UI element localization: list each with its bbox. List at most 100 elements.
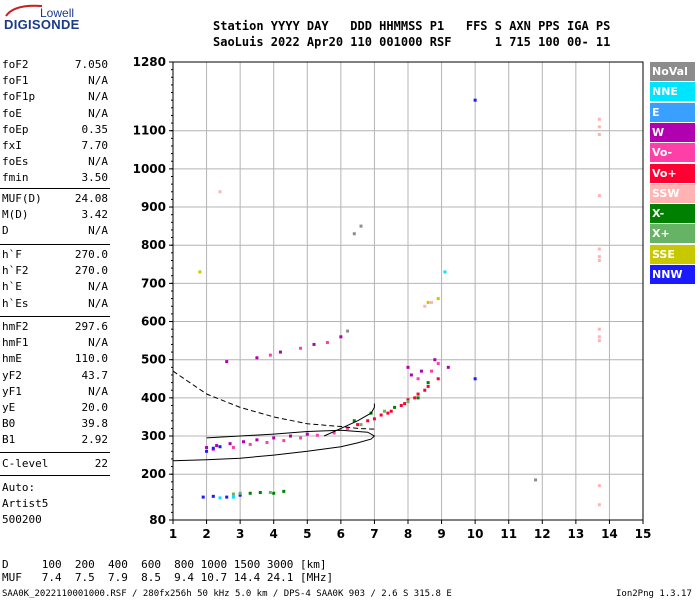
param-row: B0 39.8 [2, 417, 108, 433]
legend-item: X+ [650, 224, 695, 244]
data-point [597, 194, 601, 198]
data-point [379, 413, 383, 417]
param-row: MUF(D) 24.08 [2, 192, 108, 208]
data-point [433, 358, 437, 362]
data-point [211, 446, 215, 450]
param-row: foF1 N/A [2, 74, 108, 90]
param-row: fmin 3.50 [2, 171, 108, 187]
data-point [403, 402, 407, 406]
param-value: 270.0 [74, 264, 108, 278]
param-name: yE [2, 401, 16, 414]
param-value: 2.92 [81, 433, 109, 447]
param-name: B1 [2, 433, 16, 447]
param-value: 20.0 [81, 401, 109, 414]
param-name: M(D) [2, 208, 29, 222]
param-value: N/A [88, 280, 108, 294]
y-tick-label: 900 [141, 200, 166, 214]
data-point [423, 304, 427, 308]
data-point [339, 335, 343, 339]
data-point [218, 190, 222, 194]
data-point [272, 491, 276, 495]
param-name: hmF2 [2, 320, 29, 333]
data-point [359, 423, 363, 427]
data-point [406, 365, 410, 369]
param-row: foEs N/A [2, 155, 108, 171]
data-point [597, 117, 601, 121]
data-point [218, 496, 222, 500]
data-point [205, 449, 209, 453]
data-point [416, 392, 420, 396]
data-point [231, 492, 235, 496]
muf-row: MUF 7.4 7.5 7.9 8.5 9.4 10.7 14.4 24.1 [… [2, 571, 334, 584]
data-point [278, 350, 282, 354]
data-point [218, 445, 222, 449]
data-point [268, 353, 272, 357]
data-point [325, 341, 329, 345]
plot-curves [172, 370, 376, 462]
data-point [312, 342, 316, 346]
x-tick-label: 9 [437, 527, 445, 541]
x-tick-label: 10 [467, 527, 484, 541]
data-point [205, 445, 209, 449]
data-point [248, 491, 252, 495]
panel-separator [0, 316, 110, 317]
data-point [238, 493, 242, 497]
data-point [416, 377, 420, 381]
data-point [255, 438, 259, 442]
param-value: 43.7 [81, 368, 109, 382]
x-tick-label: 15 [635, 527, 652, 541]
param-value: 270.0 [74, 248, 108, 261]
param-value: 39.8 [81, 417, 109, 431]
x-tick-label: 8 [404, 527, 412, 541]
param-value: N/A [88, 296, 108, 310]
param-name: foF1p [2, 90, 36, 104]
param-row: fxI 7.70 [2, 139, 108, 155]
data-point [446, 365, 450, 369]
data-point [299, 436, 303, 440]
param-name: h`F2 [2, 264, 29, 278]
param-name: foEs [2, 155, 29, 169]
data-point [426, 381, 430, 385]
param-value: N/A [88, 74, 108, 88]
param-row: foE N/A [2, 107, 108, 123]
data-point [473, 98, 477, 102]
x-tick-label: 6 [337, 527, 345, 541]
data-point [423, 388, 427, 392]
legend-item: X- [650, 204, 695, 224]
data-point [597, 484, 601, 488]
data-point [231, 495, 235, 499]
data-point [289, 434, 292, 438]
logo-swoosh-icon [5, 4, 43, 17]
x-tick-label: 14 [601, 527, 618, 541]
x-tick-label: 3 [236, 527, 244, 541]
param-row: D N/A [2, 224, 108, 240]
x-tick-label: 11 [500, 527, 517, 541]
data-point [248, 442, 252, 446]
data-point [366, 419, 370, 423]
data-point [436, 377, 440, 381]
param-name: D [2, 224, 9, 238]
legend-item: NoVal [650, 62, 695, 81]
data-point [346, 329, 350, 333]
param-name: MUF(D) [2, 192, 42, 205]
y-tick-label: 1280 [133, 55, 166, 69]
footer-file-info: SAA0K_2022110001000.RSF / 280fx256h 50 k… [2, 589, 452, 599]
data-point [409, 373, 413, 377]
param-name: foE [2, 106, 22, 120]
data-point [597, 339, 601, 343]
x-tick-label: 7 [370, 527, 378, 541]
trace-curve [323, 403, 375, 437]
param-name: yF2 [2, 368, 22, 382]
param-row: yF2 43.7 [2, 369, 108, 385]
legend-item: W [650, 122, 695, 142]
x-tick-label: 13 [568, 527, 585, 541]
param-row: hmE 110.0 [2, 352, 108, 368]
param-value: N/A [88, 224, 108, 238]
data-point [597, 327, 601, 331]
param-name: hmF1 [2, 336, 29, 350]
y-tick-label: 80 [149, 513, 166, 527]
data-point [406, 400, 410, 404]
legend-item: Vo+ [650, 163, 695, 183]
data-point [416, 396, 420, 400]
data-point [265, 441, 269, 445]
